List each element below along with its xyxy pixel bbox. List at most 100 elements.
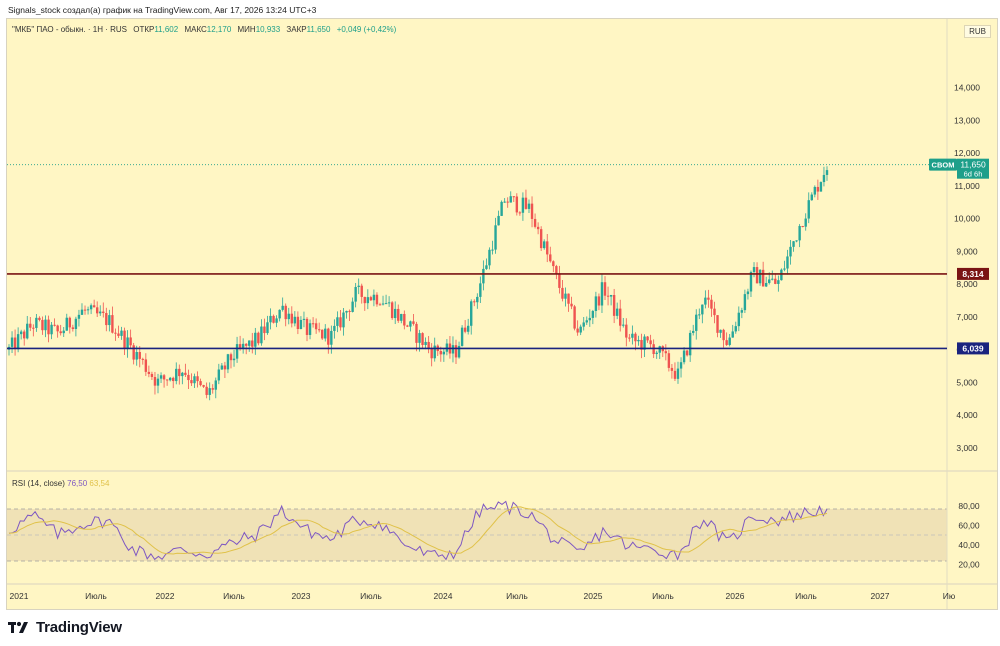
time-axis[interactable]: 2021 Июль 2022 Июль 2023 Июль 2024 Июль 2025 Июль… — [10, 591, 956, 601]
candle-body — [327, 328, 330, 345]
close-value: 11,650 — [306, 25, 331, 34]
high-label: МАКС — [184, 25, 207, 34]
candle-body — [281, 305, 284, 310]
candle-body — [664, 351, 668, 354]
candle-body — [278, 309, 281, 319]
resistance-tag: 8,314 — [962, 269, 984, 279]
candle-body — [229, 354, 233, 361]
candle-body — [159, 375, 163, 379]
candle-body — [62, 330, 65, 334]
candle-body — [542, 241, 546, 249]
candle-body — [241, 343, 245, 348]
candle-body — [491, 249, 494, 251]
candle-body — [816, 186, 820, 192]
resistance-tag-bg — [957, 267, 989, 280]
candle-body — [290, 313, 294, 324]
candle-body — [293, 316, 297, 324]
candle-body — [296, 316, 300, 329]
candle-body — [473, 301, 476, 303]
rsi-legend[interactable]: RSI (14, close) 76,50 63,54 — [12, 479, 109, 488]
candle-body — [86, 309, 90, 311]
time-label: Июль — [795, 591, 817, 601]
candle-body — [509, 196, 512, 203]
rsi-tick-label: 20,00 — [958, 559, 980, 569]
candle-body — [597, 296, 601, 306]
candle-body — [172, 377, 175, 382]
candle-body — [44, 319, 47, 331]
candle-body — [594, 296, 598, 311]
candle-body — [41, 319, 44, 331]
candle-body — [801, 226, 804, 228]
candles — [7, 166, 829, 401]
candle-body — [232, 358, 236, 361]
candle-body — [783, 268, 786, 270]
candle-body — [208, 388, 211, 395]
candle-body — [698, 314, 701, 316]
candle-body — [384, 303, 388, 305]
time-label: 2024 — [434, 591, 453, 601]
candle-body — [603, 282, 607, 296]
candle-body — [287, 313, 290, 320]
chart-frame[interactable]: 14,000 13,000 12,000 11,000 10,000 9,000 8,000… — [6, 18, 998, 610]
candle-body — [622, 324, 625, 326]
candle-body — [99, 311, 102, 314]
candle-body — [786, 256, 789, 269]
candle-body — [244, 343, 248, 346]
candle-body — [187, 374, 190, 381]
currency-button[interactable]: RUB — [964, 25, 991, 38]
candle-body — [248, 340, 251, 346]
candle-body — [26, 323, 29, 339]
candle-body — [512, 196, 515, 198]
tradingview-branding[interactable]: TradingView — [8, 618, 122, 636]
candle-body — [427, 341, 430, 349]
rsi-axis[interactable]: 80,00 60,00 40,00 20,00 — [958, 501, 980, 570]
time-label: Июль — [652, 591, 674, 601]
price-chart[interactable]: 14,000 13,000 12,000 11,000 10,000 9,000 8,000… — [7, 19, 997, 609]
candle-body — [612, 295, 616, 316]
candle-body — [214, 380, 217, 390]
candle-body — [792, 241, 795, 247]
candle-body — [771, 278, 774, 280]
time-label: 2021 — [10, 591, 29, 601]
candle-body — [35, 317, 38, 328]
candle-body — [178, 368, 181, 377]
candle-body — [615, 308, 619, 316]
candle-body — [147, 371, 151, 374]
candle-body — [743, 294, 747, 311]
candle-body — [32, 327, 35, 329]
candle-body — [29, 323, 32, 328]
candle-body — [685, 350, 689, 356]
candle-body — [567, 293, 570, 304]
candle-body — [485, 265, 488, 269]
symbol-legend[interactable]: "МКБ" ПАО - обыкн. · 1Н · RUS ОТКР11,602… — [12, 25, 396, 34]
candle-body — [758, 269, 762, 284]
candle-body — [631, 333, 634, 338]
candle-body — [390, 302, 394, 319]
candle-body — [688, 332, 692, 356]
candle-body — [415, 323, 418, 343]
candle-body — [175, 368, 178, 382]
candle-body — [397, 308, 400, 321]
candle-body — [381, 303, 385, 305]
candle-body — [211, 388, 214, 390]
rsi-value: 76,50 — [67, 479, 88, 488]
candle-body — [126, 337, 129, 349]
candle-body — [330, 330, 333, 345]
candle-body — [752, 267, 756, 273]
candle-body — [223, 365, 227, 370]
candle-body — [439, 351, 443, 355]
candle-body — [579, 326, 582, 333]
candle-body — [768, 279, 771, 283]
candle-body — [476, 296, 479, 303]
candle-body — [317, 329, 321, 331]
tradingview-logo-icon — [8, 621, 28, 633]
candle-body — [105, 313, 108, 326]
last-price-tag: 11,650 — [960, 160, 986, 170]
price-tick-label: 7,000 — [956, 312, 978, 322]
price-axis[interactable]: 14,000 13,000 12,000 11,000 10,000 9,000 8,000… — [954, 83, 980, 453]
low-value: 10,933 — [255, 25, 281, 34]
candle-body — [795, 240, 798, 242]
candle-body — [92, 305, 96, 308]
symbol-name: "МКБ" ПАО - обыкн. · 1Н · RUS — [12, 25, 127, 34]
candle-body — [710, 299, 713, 309]
